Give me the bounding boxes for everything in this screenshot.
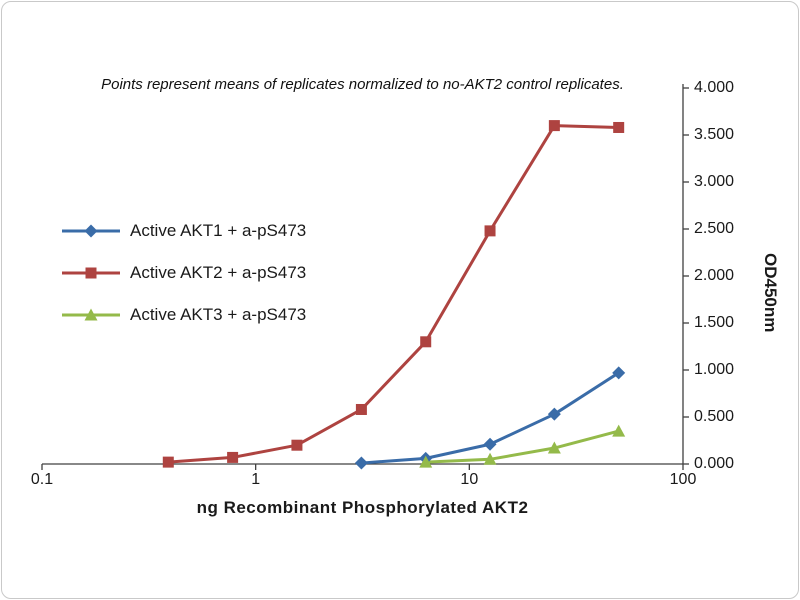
y-tick-label: 0.500 <box>694 408 735 425</box>
series-line <box>166 124 621 464</box>
square-marker <box>162 456 174 468</box>
x-tick-label: 100 <box>669 471 697 488</box>
x-tick-label: 10 <box>460 471 479 488</box>
triangle-marker <box>547 441 561 454</box>
series-line <box>424 429 621 464</box>
chart-title: Points represent means of replicates nor… <box>101 76 624 93</box>
triangle-marker <box>483 452 497 465</box>
legend-label: Active AKT2 + a-pS473 <box>130 263 307 282</box>
legend-item-1: Active AKT1 + a-pS473 <box>62 210 306 252</box>
diamond-marker <box>84 224 98 238</box>
legend-swatch <box>62 308 120 321</box>
x-tick-label: 1 <box>251 471 261 488</box>
legend-item-3: Active AKT3 + a-pS473 <box>62 294 306 336</box>
triangle-marker <box>419 455 433 468</box>
diamond-marker <box>354 456 368 470</box>
triangle-marker <box>612 424 626 437</box>
legend-item-2: Active AKT2 + a-pS473 <box>62 252 306 294</box>
legend: Active AKT1 + a-pS473 Active AKT2 + a-pS4… <box>62 210 306 336</box>
triangle-marker <box>84 308 98 321</box>
y-tick-label: 3.500 <box>694 126 735 143</box>
diamond-marker <box>483 437 497 451</box>
square-marker <box>613 121 625 133</box>
y-tick-label: 2.500 <box>694 220 735 237</box>
y-tick-label: 0.000 <box>694 455 735 472</box>
square-marker <box>484 225 496 237</box>
x-axis-title: ng Recombinant Phosphorylated AKT2 <box>196 498 529 517</box>
square-marker <box>548 120 560 132</box>
square-marker <box>85 267 97 279</box>
square-marker <box>227 451 239 463</box>
legend-label: Active AKT3 + a-pS473 <box>130 305 307 324</box>
diamond-marker <box>547 407 561 421</box>
y-tick-label: 3.000 <box>694 173 735 190</box>
x-tick-label: 0.1 <box>30 471 54 488</box>
legend-swatch <box>62 267 120 279</box>
legend-swatch <box>62 224 120 238</box>
square-marker <box>355 403 367 415</box>
y-tick-label: 4.000 <box>694 79 735 96</box>
y-tick-label: 1.500 <box>694 314 735 331</box>
square-marker <box>291 439 303 451</box>
square-marker <box>420 336 432 348</box>
y-axis-title: OD450nm <box>761 253 780 333</box>
y-tick-label: 2.000 <box>694 267 735 284</box>
y-tick-label: 1.000 <box>694 361 735 378</box>
legend-label: Active AKT1 + a-pS473 <box>130 221 307 240</box>
diamond-marker <box>612 366 626 380</box>
